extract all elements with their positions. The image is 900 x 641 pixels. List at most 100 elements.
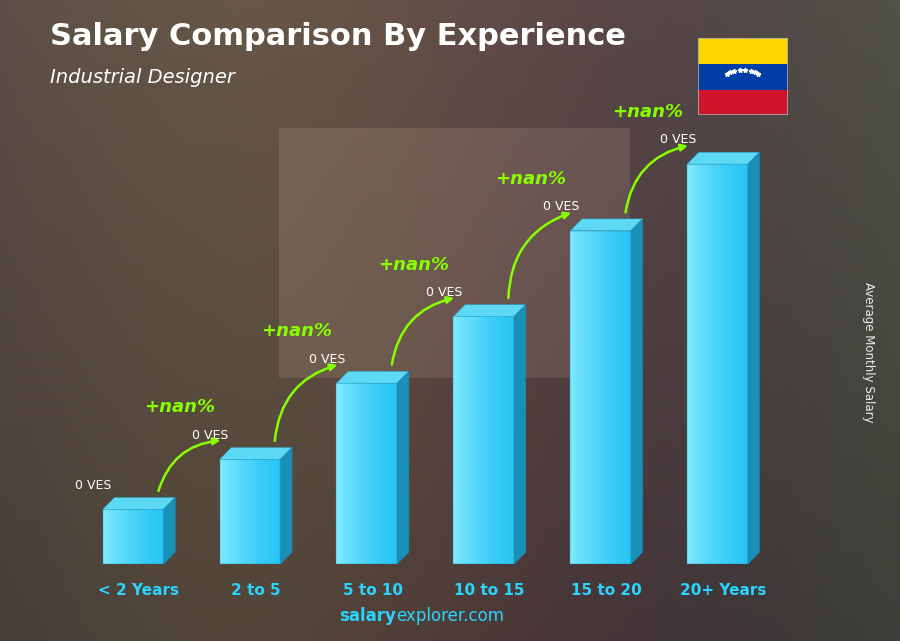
Polygon shape [490,317,493,564]
Text: 0 VES: 0 VES [426,286,463,299]
Polygon shape [591,231,595,564]
Polygon shape [158,510,161,564]
Polygon shape [735,164,739,564]
Text: 5 to 10: 5 to 10 [343,583,402,598]
Polygon shape [271,460,274,564]
Polygon shape [244,460,248,564]
Text: explorer.com: explorer.com [396,607,504,625]
Polygon shape [483,317,487,564]
Text: 15 to 20: 15 to 20 [572,583,642,598]
Polygon shape [474,317,478,564]
Polygon shape [232,460,235,564]
Polygon shape [508,317,511,564]
Polygon shape [493,317,496,564]
Polygon shape [256,460,259,564]
Polygon shape [160,510,164,564]
Polygon shape [463,317,465,564]
Polygon shape [352,383,355,564]
Polygon shape [155,510,157,564]
Polygon shape [478,317,481,564]
Text: +nan%: +nan% [378,256,449,274]
Polygon shape [711,164,715,564]
Polygon shape [229,460,232,564]
Polygon shape [609,231,613,564]
Polygon shape [573,231,577,564]
Polygon shape [361,383,364,564]
Polygon shape [103,497,176,510]
Polygon shape [367,383,370,564]
Polygon shape [274,460,277,564]
Bar [698,90,788,115]
Polygon shape [397,371,409,564]
Polygon shape [580,231,582,564]
Polygon shape [151,510,155,564]
Polygon shape [148,510,151,564]
Polygon shape [505,317,508,564]
Polygon shape [721,164,724,564]
Polygon shape [687,152,760,164]
Polygon shape [140,510,142,564]
Polygon shape [726,164,730,564]
Polygon shape [487,317,490,564]
Polygon shape [355,383,358,564]
Polygon shape [124,510,127,564]
Polygon shape [582,231,586,564]
Polygon shape [619,231,622,564]
Text: +nan%: +nan% [261,322,332,340]
Polygon shape [739,164,742,564]
Polygon shape [625,231,628,564]
Polygon shape [379,383,382,564]
Polygon shape [454,304,526,317]
Polygon shape [622,231,626,564]
Polygon shape [115,510,118,564]
Polygon shape [708,164,712,564]
Polygon shape [571,231,573,564]
Polygon shape [259,460,263,564]
Text: Salary Comparison By Experience: Salary Comparison By Experience [50,22,625,51]
Text: 0 VES: 0 VES [309,353,346,365]
Polygon shape [511,317,514,564]
Polygon shape [266,460,268,564]
Polygon shape [136,510,140,564]
Polygon shape [118,510,122,564]
Text: < 2 Years: < 2 Years [98,583,179,598]
Polygon shape [222,460,226,564]
Polygon shape [571,219,643,231]
Text: 20+ Years: 20+ Years [680,583,767,598]
Polygon shape [702,164,706,564]
Text: +nan%: +nan% [144,399,215,417]
Polygon shape [499,317,502,564]
Polygon shape [690,164,693,564]
Text: +nan%: +nan% [495,170,566,188]
Text: Industrial Designer: Industrial Designer [50,69,234,87]
Polygon shape [376,383,379,564]
Polygon shape [385,383,389,564]
Polygon shape [247,460,250,564]
Polygon shape [469,317,472,564]
Text: +nan%: +nan% [612,103,683,121]
Polygon shape [613,231,616,564]
Polygon shape [604,231,607,564]
Polygon shape [109,510,112,564]
Polygon shape [250,460,253,564]
Polygon shape [145,510,148,564]
Polygon shape [112,510,115,564]
Bar [698,38,788,64]
Polygon shape [164,497,176,564]
Text: 10 to 15: 10 to 15 [454,583,525,598]
Polygon shape [628,231,631,564]
Polygon shape [339,383,343,564]
Polygon shape [748,152,760,564]
Polygon shape [277,460,281,564]
Polygon shape [238,460,241,564]
Polygon shape [106,510,109,564]
Polygon shape [103,510,106,564]
Polygon shape [598,231,601,564]
Text: 0 VES: 0 VES [192,429,229,442]
Polygon shape [262,460,266,564]
Polygon shape [459,317,463,564]
Text: 0 VES: 0 VES [543,200,579,213]
Text: salary: salary [339,607,396,625]
Polygon shape [226,460,229,564]
Polygon shape [693,164,697,564]
